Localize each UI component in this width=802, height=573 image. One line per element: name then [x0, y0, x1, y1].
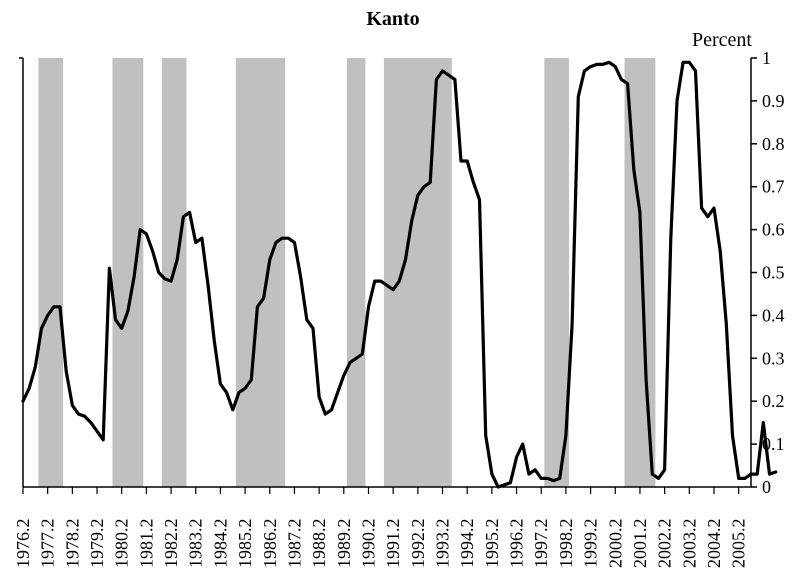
- shaded-periods: [38, 58, 656, 487]
- x-tick-label: 1994.2: [457, 519, 477, 569]
- x-tick-label: 2001.2: [630, 519, 650, 569]
- x-tick-label: 1989.2: [334, 519, 354, 569]
- x-tick-label: 2002.2: [655, 519, 675, 569]
- x-tick-label: 1998.2: [556, 519, 576, 569]
- y-tick-label: 0.2: [762, 391, 785, 411]
- x-tick-label: 1992.2: [408, 519, 428, 569]
- axes: [19, 57, 757, 494]
- y-tick-label: 1: [762, 48, 771, 68]
- data-series: [21, 60, 778, 489]
- x-tick-label: 1984.2: [210, 519, 230, 569]
- y-tick-label: 0.8: [762, 134, 785, 154]
- y-tick-label: 0.9: [762, 91, 785, 111]
- x-tick-label: 1996.2: [507, 519, 527, 569]
- chart-title: Kanto: [366, 8, 419, 30]
- y-axis-unit-label: Percent: [692, 29, 752, 51]
- shaded-period-2: [112, 58, 144, 487]
- shaded-period-6: [383, 58, 452, 487]
- x-tick-label: 1983.2: [186, 519, 206, 569]
- x-tick-label: 1985.2: [235, 519, 255, 569]
- x-tick-label: 2003.2: [679, 519, 699, 569]
- series-line-1: [21, 60, 778, 489]
- x-tick-label: 1988.2: [309, 519, 329, 569]
- x-tick-label: 1990.2: [358, 519, 378, 569]
- y-tick-label: 0: [762, 477, 771, 497]
- x-tick-label: 1995.2: [482, 519, 502, 569]
- y-tick-label: 0.7: [762, 177, 785, 197]
- x-tick-label: 1999.2: [581, 519, 601, 569]
- x-tick-label: 1987.2: [284, 519, 304, 569]
- x-tick-label: 1980.2: [112, 519, 132, 569]
- shaded-period-7: [544, 58, 569, 487]
- x-tick-label: 2004.2: [704, 519, 724, 569]
- shaded-period-4: [235, 58, 286, 487]
- x-tick-label: 1997.2: [531, 519, 551, 569]
- x-tick-label: 1977.2: [38, 519, 58, 569]
- x-tick-label: 1993.2: [433, 519, 453, 569]
- y-tick-label: 0.4: [762, 305, 785, 325]
- x-tick-label: 1976.2: [13, 519, 33, 569]
- x-tick-label: 2005.2: [729, 519, 749, 569]
- x-tick-label: 1981.2: [136, 519, 156, 569]
- shaded-period-5: [346, 58, 366, 487]
- x-tick-label: 1986.2: [260, 519, 280, 569]
- x-tick-label: 1991.2: [383, 519, 403, 569]
- x-tick-label: 1978.2: [62, 519, 82, 569]
- x-tick-label: 2000.2: [605, 519, 625, 569]
- y-tick-label: 0.5: [762, 263, 785, 283]
- x-tick-label: 1979.2: [87, 519, 107, 569]
- y-tick-label: 0.3: [762, 348, 785, 368]
- x-tick-label: 1982.2: [161, 519, 181, 569]
- y-tick-label: 0.6: [762, 220, 785, 240]
- shaded-period-1: [38, 58, 64, 487]
